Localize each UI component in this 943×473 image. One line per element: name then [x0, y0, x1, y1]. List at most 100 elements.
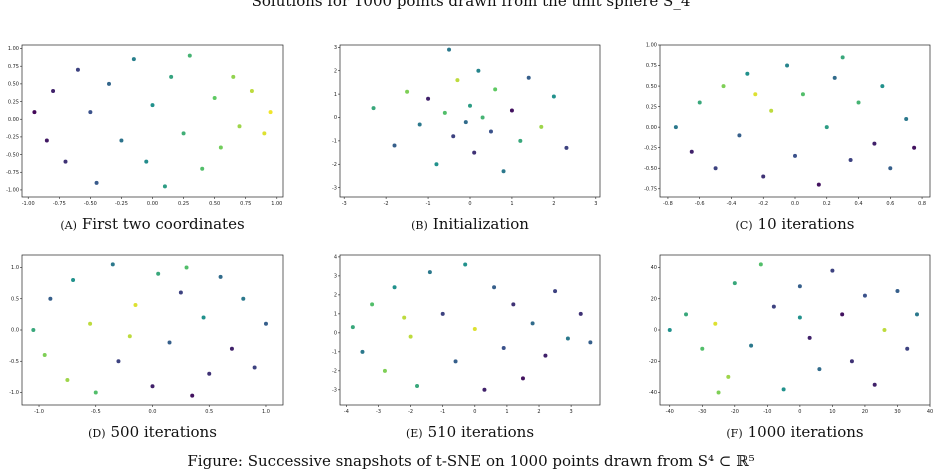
- x-tick-label: -4: [344, 409, 349, 415]
- scatter-point: [769, 108, 774, 113]
- x-tick-label: -1: [426, 201, 431, 207]
- scatter-point: [520, 376, 525, 381]
- scatter-point: [749, 343, 754, 348]
- scatter-point: [518, 138, 523, 143]
- scatter-point: [241, 296, 246, 301]
- x-tick-label: -1.00: [22, 201, 35, 207]
- scatter-point: [684, 312, 689, 317]
- scatter-point: [753, 92, 758, 97]
- scatter-point: [745, 71, 750, 76]
- scatter-point: [578, 311, 583, 316]
- y-tick-label: 1.0: [11, 265, 19, 271]
- subplot-caption: (A) First two coordinates: [60, 215, 244, 233]
- scatter-point: [451, 134, 456, 139]
- scatter-point: [472, 327, 477, 332]
- scatter-point: [417, 122, 422, 127]
- y-tick-label: -1.00: [6, 188, 19, 194]
- scatter-point: [447, 47, 452, 52]
- scatter-point: [488, 129, 493, 134]
- scatter-point: [797, 284, 802, 289]
- scatter-point: [212, 96, 217, 101]
- scatter-point: [107, 81, 111, 86]
- scatter-point: [888, 166, 893, 171]
- scatter-point: [781, 387, 786, 392]
- scatter-point: [392, 143, 397, 148]
- scatter-point: [830, 268, 835, 273]
- scatter-point: [539, 124, 544, 129]
- y-tick-label: -20: [649, 359, 657, 365]
- y-tick-label: -0.25: [6, 135, 19, 141]
- x-tick-label: -2: [408, 409, 413, 415]
- scatter-point: [800, 92, 805, 97]
- scatter-point: [713, 321, 718, 326]
- x-tick-label: -0.25: [115, 201, 128, 207]
- scatter-point: [771, 304, 776, 309]
- scatter-point: [480, 115, 485, 120]
- scatter-point: [119, 138, 124, 143]
- scatter-point: [237, 124, 242, 129]
- scatter-point: [904, 116, 909, 121]
- scatter-point: [131, 57, 136, 62]
- y-tick-label: 0: [334, 115, 337, 121]
- x-tick-label: -3: [376, 409, 381, 415]
- y-tick-label: -1.0: [9, 390, 19, 396]
- x-tick-label: 30: [894, 409, 900, 415]
- scatter-point: [150, 384, 155, 389]
- scatter-point: [371, 106, 376, 111]
- y-tick-label: 4: [334, 255, 337, 261]
- scatter-point: [737, 133, 742, 138]
- y-tick-label: -0.5: [9, 359, 19, 365]
- x-tick-label: 40: [927, 409, 933, 415]
- y-tick-label: 0: [654, 328, 657, 334]
- x-tick-label: 10: [829, 409, 835, 415]
- scatter-point: [442, 110, 447, 115]
- subplot-tag: (A): [60, 219, 77, 232]
- scatter-point: [110, 262, 115, 267]
- scatter-point: [880, 84, 885, 89]
- x-tick-label: -1.0: [34, 409, 44, 415]
- scatter-point: [249, 88, 254, 93]
- scatter-point: [31, 328, 36, 332]
- y-tick-label: 0.00: [8, 117, 19, 123]
- scatter-point: [167, 340, 172, 345]
- scatter-point: [807, 335, 812, 340]
- scatter-point: [150, 103, 155, 108]
- x-tick-label: -0.50: [84, 201, 97, 207]
- scatter-point: [93, 390, 98, 395]
- scatter-point: [758, 262, 763, 267]
- y-tick-label: 0.50: [8, 82, 19, 88]
- scatter-point: [912, 145, 917, 150]
- scatter-point: [262, 131, 267, 136]
- scatter-point: [434, 162, 439, 167]
- x-tick-label: -0.5: [91, 409, 101, 415]
- y-tick-label: 40: [651, 265, 657, 271]
- scatter-point: [848, 158, 853, 163]
- scatter-point: [75, 67, 80, 72]
- scatter-point: [408, 334, 413, 339]
- scatter-point: [178, 290, 183, 295]
- scatter-point: [116, 359, 121, 364]
- x-tick-label: 0: [798, 409, 801, 415]
- scatter-point: [551, 94, 556, 99]
- subplot-tag: (B): [411, 219, 428, 232]
- y-tick-label: 0.0: [11, 328, 19, 334]
- x-tick-label: 0.25: [178, 201, 189, 207]
- y-tick-label: 0.25: [8, 99, 19, 105]
- subplot: -0.8 -0.6 -0.4 -0.2 0.0 0.2 0.4 0.6 0.8 -0.75 -0.5…: [644, 43, 931, 233]
- subplot-label: Initialization: [433, 215, 529, 233]
- axes-frame: [21, 254, 284, 406]
- scatter-point: [553, 289, 558, 294]
- y-tick-label: 1.00: [8, 46, 19, 52]
- scatter-point: [565, 336, 570, 341]
- y-tick-label: 3: [334, 274, 337, 280]
- y-tick-label: -0.75: [644, 186, 657, 192]
- x-tick-label: 3: [570, 409, 573, 415]
- scatter-point: [543, 353, 548, 358]
- scatter-point: [501, 346, 506, 351]
- scatter-point: [207, 371, 212, 376]
- scatter-point: [65, 378, 70, 382]
- scatter-point: [588, 340, 593, 345]
- x-tick-label: 20: [862, 409, 868, 415]
- scatter-point: [184, 265, 189, 270]
